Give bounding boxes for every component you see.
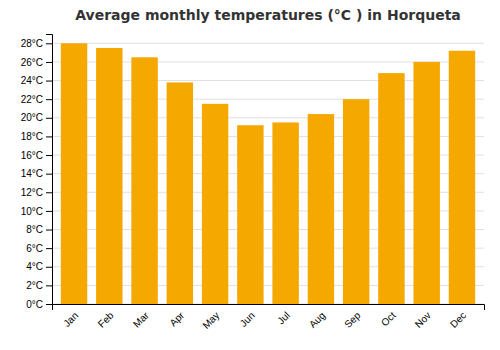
- y-tick-label: 4°C: [26, 261, 43, 272]
- y-tick: 14°C: [21, 168, 52, 179]
- bar: [202, 104, 228, 304]
- bar: [167, 82, 193, 304]
- chart: 0°C 2°C 4°C 6°C 8°C 10°C 12°C 14°C 16°C 18°C 20°C 2…: [0, 0, 500, 350]
- y-tick-mark: [46, 304, 52, 305]
- y-tick-mark: [46, 174, 52, 175]
- y-tick-label: 12°C: [21, 187, 43, 198]
- x-tick: Mar: [131, 309, 151, 329]
- y-tick-mark: [46, 230, 52, 231]
- y-tick-label: 22°C: [21, 94, 43, 105]
- bar: [61, 43, 87, 304]
- x-tick-label: Jun: [238, 310, 257, 329]
- grid: [52, 43, 484, 304]
- y-tick: 6°C: [26, 243, 52, 254]
- x-tick: Jun: [238, 310, 257, 329]
- bar: [237, 125, 263, 304]
- x-tick: May: [200, 310, 221, 331]
- bar: [413, 62, 439, 304]
- y-tick-label: 10°C: [21, 206, 43, 217]
- y-tick-label: 2°C: [26, 280, 43, 291]
- y-tick-label: 14°C: [21, 168, 43, 179]
- y-tick-label: 28°C: [21, 38, 43, 49]
- y-tick: 12°C: [21, 187, 52, 198]
- x-tick-label: Jul: [275, 310, 292, 327]
- y-tick-mark: [46, 118, 52, 119]
- x-axis: Jan Feb Mar Apr May Jun Jul Aug Sep Oct Nov Dec: [53, 305, 485, 331]
- x-tick: Dec: [448, 310, 468, 330]
- y-tick: 16°C: [21, 150, 52, 161]
- x-tick-label: Aug: [307, 310, 327, 330]
- x-tick: Oct: [379, 310, 398, 329]
- bar: [343, 99, 369, 304]
- y-tick: 10°C: [21, 206, 52, 217]
- y-tick-mark: [46, 136, 52, 137]
- y-tick-mark: [46, 248, 52, 249]
- y-axis: 0°C 2°C 4°C 6°C 8°C 10°C 12°C 14°C 16°C 18°C 20°C 2…: [21, 35, 53, 310]
- x-tick-label: Oct: [379, 310, 398, 329]
- bar: [449, 51, 475, 304]
- y-tick: 20°C: [21, 112, 52, 123]
- y-tick-mark: [46, 62, 52, 63]
- x-tick: Apr: [167, 309, 186, 328]
- x-tick-label: Nov: [413, 310, 433, 330]
- y-tick-mark: [46, 99, 52, 100]
- y-tick: 4°C: [26, 261, 52, 272]
- y-tick-label: 20°C: [21, 112, 43, 123]
- y-tick-mark: [46, 267, 52, 268]
- y-tick: 24°C: [21, 75, 52, 86]
- y-tick: 8°C: [26, 224, 52, 235]
- y-tick-label: 8°C: [26, 224, 43, 235]
- plot: 0°C 2°C 4°C 6°C 8°C 10°C 12°C 14°C 16°C 18°C 20°C 2…: [21, 35, 485, 331]
- bar: [378, 73, 404, 304]
- x-tick: Jul: [275, 310, 292, 327]
- y-tick: 0°C: [26, 299, 52, 310]
- y-tick: 22°C: [21, 94, 52, 105]
- y-tick-label: 6°C: [26, 243, 43, 254]
- bars: [61, 43, 475, 304]
- y-tick-label: 16°C: [21, 150, 43, 161]
- x-tick-label: Dec: [448, 310, 468, 330]
- x-tick: Jan: [61, 310, 80, 329]
- y-tick-mark: [46, 211, 52, 212]
- y-tick: 26°C: [21, 57, 52, 68]
- title: Average monthly temperatures (°C ) in Ho…: [75, 7, 461, 23]
- y-tick: 28°C: [21, 38, 52, 49]
- bar: [308, 114, 334, 304]
- x-tick-label: Sep: [342, 309, 363, 330]
- bar: [96, 48, 122, 304]
- y-tick-mark: [46, 155, 52, 156]
- y-tick: 18°C: [21, 131, 52, 142]
- x-tick-label: Jan: [61, 310, 80, 329]
- x-tick: Sep: [342, 309, 363, 330]
- y-tick-mark: [46, 81, 52, 82]
- x-axis-line: [53, 305, 485, 311]
- y-tick: 2°C: [26, 280, 52, 291]
- y-tick-label: 26°C: [21, 57, 43, 68]
- y-tick-mark: [46, 192, 52, 193]
- x-tick-label: May: [200, 310, 221, 331]
- y-tick-label: 24°C: [21, 75, 43, 86]
- x-tick-label: Mar: [131, 309, 151, 329]
- x-tick-label: Apr: [167, 309, 186, 328]
- bar: [272, 122, 298, 304]
- x-tick: Aug: [307, 310, 327, 330]
- bar: [131, 57, 157, 304]
- x-tick: Feb: [96, 309, 116, 329]
- y-tick-mark: [46, 43, 52, 44]
- y-tick-label: 18°C: [21, 131, 43, 142]
- y-tick-label: 0°C: [26, 299, 43, 310]
- y-tick-mark: [46, 285, 52, 286]
- x-tick: Nov: [413, 310, 433, 330]
- y-axis-line: [46, 35, 53, 305]
- grid-line: [52, 43, 484, 44]
- x-tick-label: Feb: [96, 309, 116, 329]
